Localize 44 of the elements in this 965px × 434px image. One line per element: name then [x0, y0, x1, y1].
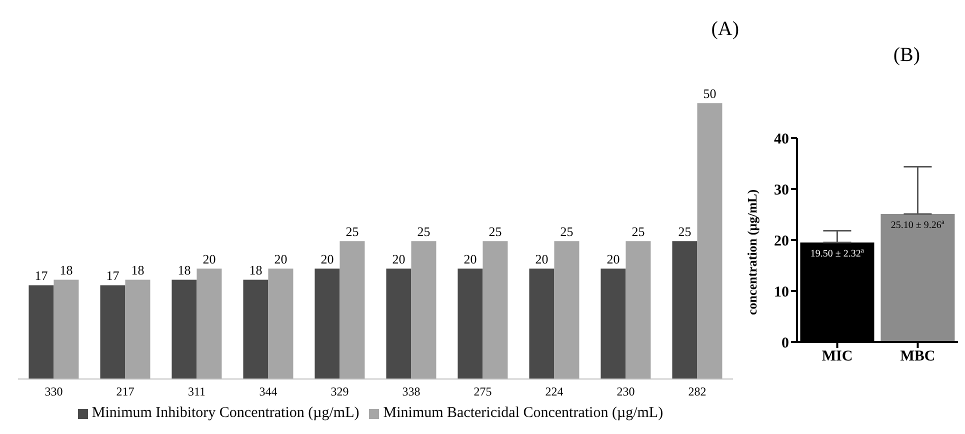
y-tick-label: 0 — [782, 335, 789, 352]
legend-label: Minimum Inhibitory Concentration (µg/mL) — [92, 405, 360, 421]
data-label: 19.50 ± 2.32$^{a}$ — [810, 246, 865, 260]
y-tick-label: 20 — [774, 233, 789, 250]
x-tick-label: 275 — [474, 384, 492, 399]
x-tick-label: 217 — [116, 384, 134, 399]
x-tick-label: 344 — [259, 384, 278, 399]
data-label: 20 — [274, 252, 288, 267]
data-label: 25 — [632, 224, 645, 240]
x-tick-label: 330 — [44, 384, 63, 399]
y-tick-label: 30 — [774, 182, 789, 198]
data-label: 20 — [320, 252, 334, 267]
data-label: 17 — [34, 268, 48, 284]
data-label: 20 — [464, 252, 477, 267]
x-tick-label: 338 — [402, 384, 420, 399]
data-label: 20 — [392, 252, 406, 267]
x-tick-label: MIC — [822, 348, 853, 365]
data-label: 18 — [60, 262, 73, 278]
data-label: 17 — [106, 268, 120, 284]
text: (B) — [893, 44, 920, 67]
x-tick-label: 224 — [545, 384, 564, 399]
x-tick-label: 329 — [330, 384, 349, 399]
data-label: 18 — [178, 262, 191, 278]
data-label: 18 — [249, 262, 262, 278]
text: (A) — [711, 18, 739, 41]
data-label: 50 — [703, 86, 716, 102]
x-tick-label: 311 — [188, 384, 206, 399]
data-label: 20 — [606, 252, 620, 267]
y-tick-label: 40 — [774, 131, 789, 148]
data-label: 20 — [202, 252, 216, 267]
x-tick-label: 282 — [688, 384, 706, 399]
data-label: 25 — [417, 224, 430, 240]
legend-label: Minimum Bactericidal Concentration (µg/mL) — [383, 405, 664, 421]
data-label: 25 — [560, 224, 574, 240]
data-label: 25 — [488, 224, 502, 240]
data-label: 25 — [678, 224, 692, 240]
data-label: 25.10 ± 9.26$^{a}$ — [890, 218, 946, 231]
data-label: 25 — [346, 224, 359, 240]
y-tick-label: 10 — [774, 284, 789, 300]
x-tick-label: 230 — [616, 384, 635, 399]
x-tick-label: MBC — [900, 348, 936, 365]
data-label: 18 — [131, 262, 144, 278]
data-label: 20 — [535, 252, 548, 267]
y-axis-title: concentration (µg/mL) — [744, 189, 760, 315]
